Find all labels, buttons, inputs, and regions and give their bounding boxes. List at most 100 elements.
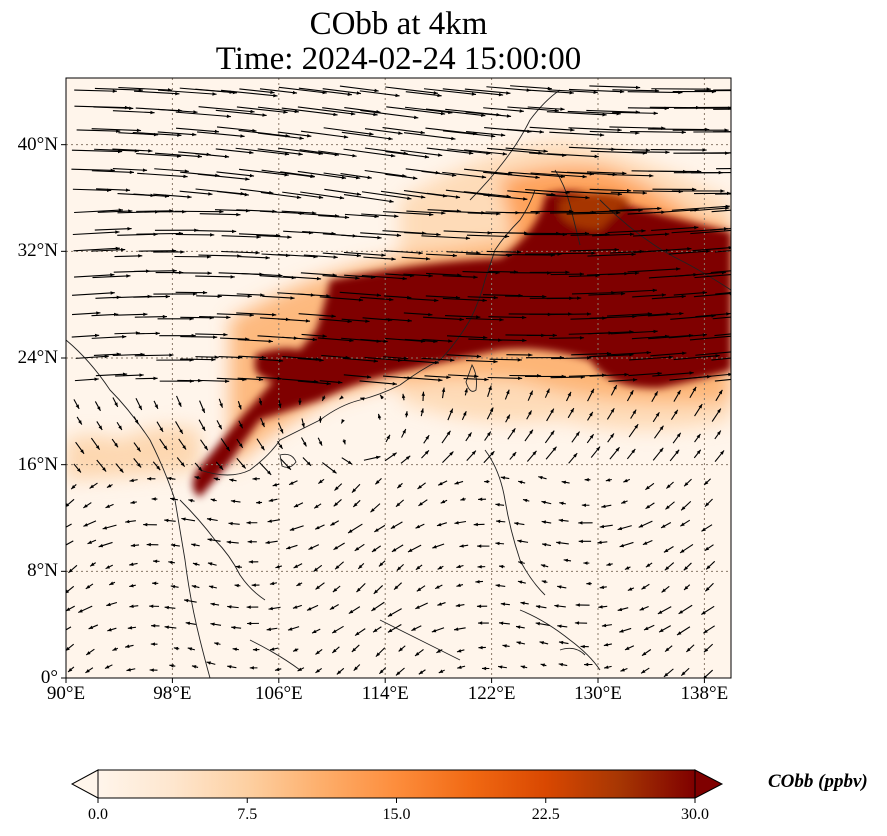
wind-arrow: [669, 449, 680, 462]
wind-arrow: [375, 647, 386, 657]
wind-arrow: [415, 523, 425, 529]
wind-arrow: [105, 564, 113, 570]
wind-arrow: [378, 560, 386, 567]
wind-arrow: [282, 191, 324, 199]
wind-arrow: [195, 275, 235, 279]
wind-arrow: [590, 446, 601, 458]
wind-arrow: [652, 187, 697, 192]
wind-arrow: [611, 288, 657, 294]
wind-arrow: [236, 438, 244, 449]
wind-arrow: [507, 427, 516, 440]
wind-arrow: [610, 191, 647, 195]
wind-arrow: [288, 480, 298, 486]
wind-arrow: [627, 587, 635, 592]
wind-arrow: [481, 666, 490, 671]
wind-arrow: [87, 539, 97, 545]
wind-arrow: [421, 391, 426, 402]
wind-arrow: [672, 128, 729, 132]
wind-arrow: [568, 127, 622, 132]
wind-arrow: [280, 458, 292, 471]
wind-arrow: [359, 90, 400, 98]
axis-ticks: [61, 144, 705, 683]
wind-arrow: [257, 148, 303, 156]
wind-arrow: [437, 480, 448, 486]
wind-arrow: [348, 606, 361, 615]
wind-arrow: [632, 150, 670, 155]
wind-arrow: [96, 459, 107, 472]
wind-arrow: [207, 562, 217, 566]
wind-arrow: [130, 500, 137, 505]
wind-arrow: [588, 292, 626, 296]
wind-arrow: [175, 111, 232, 119]
wind-arrow: [623, 478, 631, 483]
wind-arrow: [154, 168, 189, 173]
wind-arrow: [364, 356, 403, 362]
wind-arrow: [484, 479, 490, 484]
wind-arrow: [85, 648, 95, 656]
wind-arrow: [546, 111, 607, 117]
wind-arrow: [133, 416, 139, 425]
wind-vectors: [66, 85, 731, 678]
wind-arrow: [424, 375, 451, 379]
wind-arrow: [592, 232, 635, 237]
wind-arrow: [454, 480, 464, 485]
wind-arrow: [164, 518, 176, 523]
wind-arrow: [98, 541, 113, 548]
wind-arrow: [112, 168, 148, 172]
wind-arrow: [90, 437, 101, 451]
lat-tick-label: 32°N: [17, 240, 58, 262]
wind-arrow: [317, 437, 323, 446]
wind-arrow: [483, 450, 495, 464]
wind-arrow: [300, 437, 307, 447]
wind-arrow: [517, 580, 526, 584]
wind-arrow: [546, 296, 582, 300]
wind-arrow: [690, 206, 730, 212]
wind-arrow: [67, 666, 75, 673]
wind-arrow: [88, 624, 99, 630]
wind-arrow: [269, 647, 279, 651]
wind-arrow: [360, 296, 394, 302]
wind-arrow: [710, 270, 731, 274]
wind-arrow: [199, 400, 206, 414]
wind-arrow: [385, 173, 418, 180]
wind-arrow: [159, 438, 168, 451]
wind-arrow: [417, 482, 426, 490]
wind-arrow: [301, 333, 327, 338]
wind-arrow: [267, 519, 281, 523]
wind-arrow: [446, 354, 482, 359]
wind-arrow: [568, 452, 578, 464]
wind-arrow: [72, 291, 115, 296]
wind-arrow: [607, 173, 654, 178]
wind-arrow: [661, 585, 670, 593]
wind-arrow: [133, 458, 142, 468]
wind-arrow: [401, 393, 406, 401]
wind-arrow: [568, 88, 625, 94]
wind-arrow: [235, 565, 242, 569]
wind-arrow: [232, 647, 239, 652]
wind-arrow: [216, 313, 254, 317]
wind-arrow: [476, 604, 488, 609]
wind-arrow: [199, 315, 231, 320]
wind-arrow: [311, 628, 321, 634]
wind-arrow: [169, 664, 176, 668]
wind-arrow: [357, 562, 365, 570]
wind-arrow: [385, 434, 391, 443]
wind-arrow: [221, 250, 260, 255]
wind-arrow: [153, 193, 192, 199]
wind-arrow: [421, 235, 471, 240]
wind-arrow: [466, 359, 498, 364]
wind-arrow: [374, 524, 386, 533]
wind-arrow: [354, 543, 365, 552]
wind-arrow: [127, 626, 137, 630]
wind-arrow: [426, 147, 474, 155]
wind-arrow: [104, 664, 113, 670]
wind-arrow: [372, 626, 382, 633]
lon-tick-label: 98°E: [153, 683, 192, 704]
wind-arrow: [715, 193, 731, 195]
wind-arrow: [515, 625, 525, 629]
wind-arrow: [464, 88, 511, 95]
wind-arrow: [135, 398, 143, 411]
wind-arrow: [385, 150, 430, 159]
wind-arrow: [714, 378, 731, 382]
